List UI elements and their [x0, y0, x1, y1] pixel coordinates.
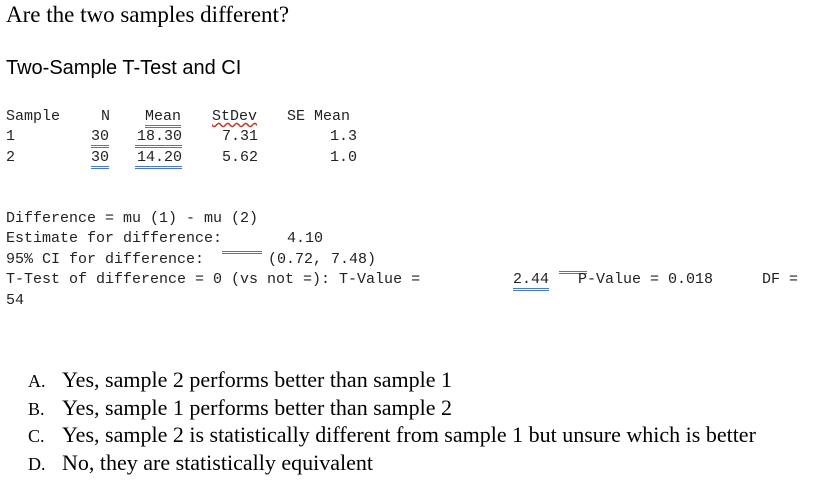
df-value: 54 — [6, 292, 25, 309]
ci-value: (0.72, 7.48) — [268, 251, 377, 268]
row1-n: 30 — [91, 128, 110, 148]
option-d[interactable]: D. No, they are statistically equivalent — [6, 424, 373, 502]
header-se-mean: SE Mean — [287, 108, 351, 125]
ci-label: 95% CI for difference: — [6, 251, 205, 268]
header-n: N — [101, 108, 111, 125]
header-mean: Mean — [145, 108, 182, 128]
difference-line: Difference = mu (1) - mu (2) — [6, 210, 259, 227]
row1-stdev: 7.31 — [222, 128, 259, 145]
option-b[interactable]: B. Yes, sample 1 performs better than sam… — [6, 369, 452, 447]
option-d-text: No, they are statistically equivalent — [62, 450, 373, 475]
test-title: Two-Sample T-Test and CI — [6, 57, 242, 79]
row2-se-mean: 1.0 — [330, 149, 358, 166]
option-a-letter: A. — [28, 371, 46, 391]
row2-sample: 2 — [6, 149, 16, 166]
t-value-underline — [559, 271, 587, 274]
option-d-letter: D. — [28, 454, 46, 474]
option-b-text: Yes, sample 1 performs better than sampl… — [62, 395, 453, 420]
row2-stdev: 5.62 — [222, 149, 259, 166]
row1-se-mean: 1.3 — [330, 128, 358, 145]
option-b-letter: B. — [28, 399, 45, 419]
question-title: Are the two samples different? — [6, 2, 290, 27]
row1-sample: 1 — [6, 128, 16, 145]
estimate-label: Estimate for difference: — [6, 230, 223, 247]
option-c-text: Yes, sample 2 is statistically different… — [62, 422, 756, 447]
p-value: P-Value = 0.018 — [578, 271, 714, 288]
df-label: DF = — [762, 271, 799, 288]
ci-underline — [222, 251, 262, 254]
header-stdev: StDev — [212, 108, 258, 125]
option-a[interactable]: A. Yes, sample 2 performs better than sam… — [6, 341, 452, 419]
option-a-text: Yes, sample 2 performs better than sampl… — [62, 367, 453, 392]
ttest-label: T-Test of difference = 0 (vs not =): T-V… — [6, 271, 421, 288]
t-value: 2.44 — [513, 271, 550, 291]
estimate-value: 4.10 — [287, 230, 324, 247]
header-sample: Sample — [6, 108, 61, 125]
row2-n: 30 — [91, 149, 110, 169]
row2-mean: 14.20 — [135, 149, 183, 169]
row1-mean: 18.30 — [135, 128, 183, 148]
option-c-letter: C. — [28, 426, 45, 446]
option-c[interactable]: C. Yes, sample 2 is statistically differe… — [6, 396, 756, 474]
